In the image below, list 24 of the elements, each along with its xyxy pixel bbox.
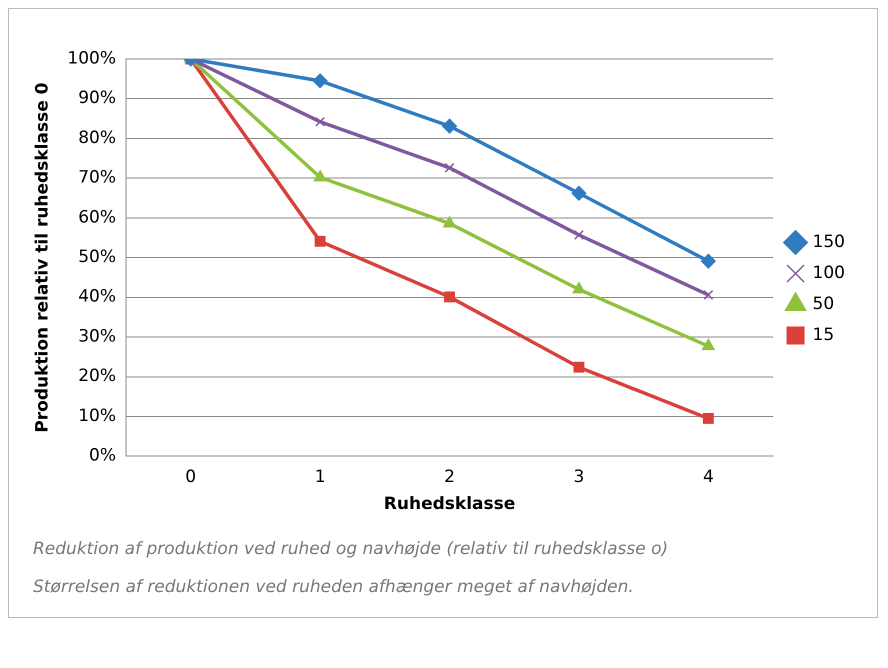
y-tick-label: 70%	[78, 168, 116, 188]
y-tick-label: 0%	[89, 446, 116, 466]
x-tick-label: 4	[702, 466, 714, 487]
x-tick-label: 1	[314, 466, 326, 487]
y-tick-label: 80%	[78, 128, 116, 148]
y-tick-label: 60%	[78, 207, 116, 228]
x-tick-label: 2	[444, 466, 455, 487]
legend-label: 50	[812, 294, 834, 314]
y-tick-label: 100%	[67, 48, 116, 68]
legend-label: 150	[812, 232, 846, 252]
x-axis-title: Ruhedsklasse	[384, 494, 516, 514]
text: Størrelsen af reduktionen ved ruheden afhænger meget af navhøjden.	[33, 577, 635, 597]
y-tick-label: 90%	[78, 88, 116, 108]
y-tick-label: 30%	[78, 326, 116, 346]
y-tick-label: 10%	[78, 406, 116, 426]
x-tick-label: 0	[185, 466, 196, 487]
text: Reduktion af produktion ved ruhed og navhøjde (relativ til ruhedsklasse o)	[33, 539, 670, 559]
y-tick-label: 50%	[78, 247, 116, 268]
y-tick-label: 20%	[78, 366, 116, 386]
legend-label: 100	[812, 262, 846, 283]
y-tick-label: 40%	[78, 286, 116, 307]
y-axis-title: Produktion relativ til ruhedsklasse 0	[32, 82, 53, 433]
legend-label: 15	[812, 324, 834, 345]
x-tick-label: 3	[574, 466, 584, 487]
